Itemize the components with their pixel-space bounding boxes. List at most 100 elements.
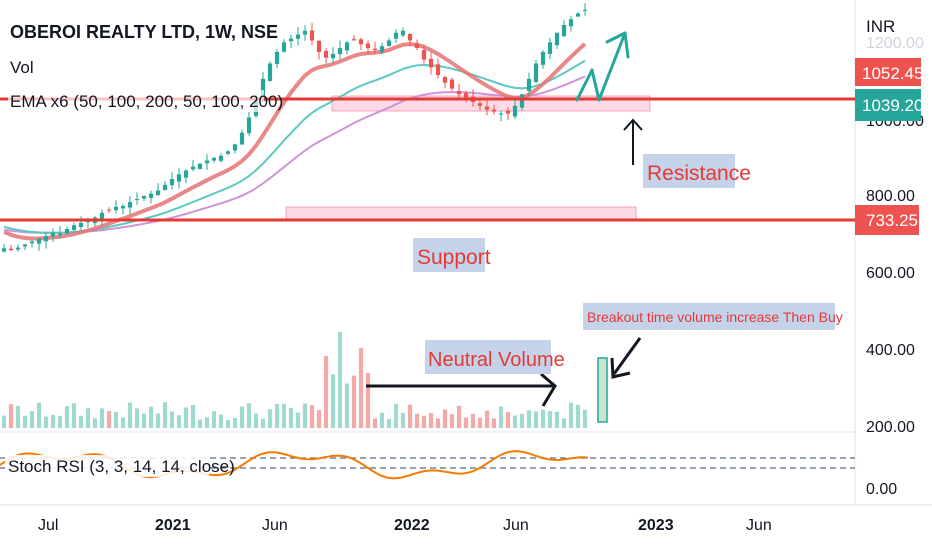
volume-bar (50, 414, 56, 428)
volume-bar (8, 404, 14, 428)
candle (78, 222, 84, 228)
breakout-volume-box (597, 357, 608, 423)
candles (1, 3, 588, 253)
support-price-badge (855, 205, 919, 235)
volume-bar (302, 403, 308, 428)
time-tick-2021: 2021 (155, 517, 191, 534)
volume-bar (554, 411, 560, 428)
price-tick-200: 200.00 (866, 419, 915, 436)
ema-50-line (3, 42, 587, 241)
candle (421, 49, 427, 60)
volume-bar (197, 419, 203, 428)
current-price: 1039.20 (862, 96, 923, 115)
candle (575, 13, 581, 17)
candle (533, 63, 539, 83)
candle (351, 39, 357, 41)
volume-bar (267, 409, 273, 428)
candle (197, 163, 203, 169)
candle (162, 184, 168, 190)
resistance-arrow-up (623, 118, 643, 165)
candle (113, 206, 119, 211)
candle (512, 105, 518, 117)
candle (484, 106, 490, 110)
volume-bar (456, 405, 462, 428)
volume-bar (113, 412, 119, 428)
volume-bar (155, 413, 161, 428)
price-tick-1200: 1200.00 (866, 35, 924, 52)
volume-bar (1, 415, 7, 428)
candle (99, 212, 105, 221)
volume-bar (120, 417, 126, 428)
volume-bar (246, 403, 252, 428)
volume-bar (232, 418, 238, 428)
candle (57, 233, 63, 236)
volume-bar (274, 403, 280, 428)
volume-bar (463, 417, 469, 428)
ema-legend-bg (8, 90, 264, 112)
volume-bar (414, 413, 420, 428)
volume-bar (99, 408, 105, 428)
time-tick-jun-3: Jun (746, 517, 772, 534)
ema-legend: EMA x6 (50, 100, 200, 50, 100, 200) (10, 92, 283, 111)
volume-bar (71, 403, 77, 428)
candle (218, 155, 224, 161)
time-tick-jul: Jul (38, 517, 58, 534)
volume-bar (344, 383, 350, 428)
candle (414, 43, 420, 49)
volume-bar (78, 415, 84, 428)
volume-bar (190, 405, 196, 428)
candle (22, 244, 28, 247)
volume-bar (351, 375, 357, 428)
support-label-bg (413, 238, 485, 272)
volume-bar (386, 418, 392, 428)
candle (190, 166, 196, 170)
candle (295, 34, 301, 39)
currency-label: INR (866, 17, 895, 36)
volume-bar (533, 411, 539, 428)
candle (15, 247, 21, 250)
volume-bar (281, 403, 287, 428)
volume-bar (526, 410, 532, 428)
breakout-label: Breakout time volume increase Then Buy (587, 309, 843, 325)
candle (316, 40, 322, 52)
price-tick-400: 400.00 (866, 342, 915, 359)
volume-bar (239, 406, 245, 428)
volume-bar (148, 406, 154, 428)
support-label: Support (417, 246, 491, 269)
resistance-price-badge (855, 58, 921, 86)
volume-bar (43, 416, 49, 428)
candle (176, 174, 182, 182)
volume-bar (309, 405, 315, 428)
volume-bar (176, 415, 182, 428)
candle (498, 113, 504, 115)
volume-bar (85, 408, 91, 428)
candle (43, 235, 49, 242)
volume-bar (484, 410, 490, 428)
candle (239, 132, 245, 145)
candle (274, 51, 280, 64)
candle (519, 94, 525, 108)
volume-bar (568, 402, 574, 428)
volume-bar (512, 415, 518, 428)
candle (309, 30, 315, 41)
time-tick-jun-2: Jun (503, 517, 529, 534)
volume-bar (260, 418, 266, 428)
stoch-tick-0: 0.00 (866, 481, 897, 498)
volume-bar (442, 409, 448, 428)
candle (169, 179, 175, 186)
neutral-volume-label: Neutral Volume (428, 349, 565, 371)
volume-bar (253, 413, 259, 428)
candle (71, 225, 77, 231)
volume-bar (295, 412, 301, 428)
volume-bar (106, 411, 112, 428)
candle (155, 190, 161, 196)
candle (281, 42, 287, 52)
candle (288, 38, 294, 42)
volume-bar (491, 418, 497, 428)
volume-bar (211, 411, 217, 428)
volume-bar (204, 417, 210, 428)
volume-bar (428, 413, 434, 428)
candle (120, 205, 126, 209)
volume-bar (435, 418, 441, 428)
